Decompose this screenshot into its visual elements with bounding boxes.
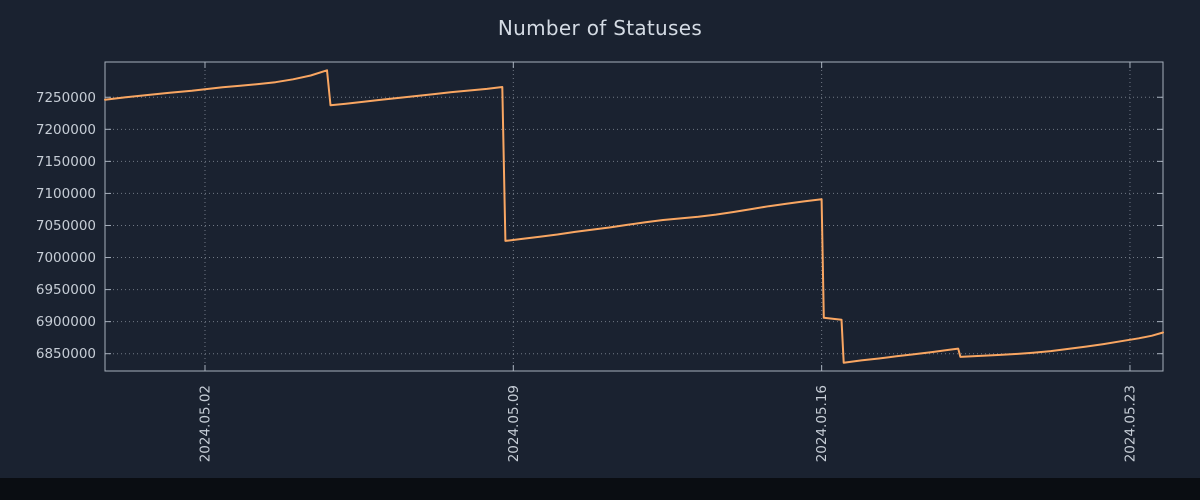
x-tick-label: 2024.05.09 [506, 385, 522, 462]
y-tick-label: 7200000 [36, 122, 96, 138]
chart-title: Number of Statuses [497, 16, 703, 40]
y-tick-label: 7000000 [36, 250, 96, 266]
y-tick-label: 7250000 [36, 90, 96, 106]
plot-border [104, 61, 1164, 372]
bottom-bar [0, 478, 1200, 500]
x-tick-label: 2024.05.16 [814, 385, 830, 462]
y-tick-label: 6950000 [36, 282, 96, 298]
y-tick-label: 7050000 [36, 218, 96, 234]
x-tick-label: 2024.05.02 [197, 385, 213, 462]
y-tick-label: 7150000 [36, 154, 96, 170]
y-tick-label: 7100000 [36, 186, 96, 202]
series-line [104, 69, 1164, 364]
x-tick-label: 2024.05.23 [1122, 385, 1138, 462]
y-tick-label: 6850000 [36, 346, 96, 362]
y-tick-label: 6900000 [36, 314, 96, 330]
